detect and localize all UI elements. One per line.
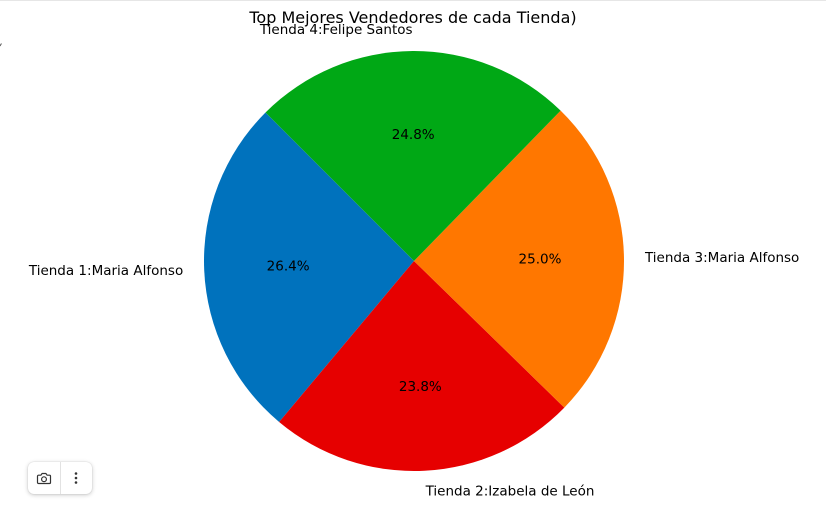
screenshot-button[interactable]	[28, 462, 60, 494]
slice-category-label: Tienda 4:Felipe Santos	[259, 22, 413, 38]
pie-slice	[414, 110, 624, 408]
camera-icon	[36, 472, 51, 485]
chart-title: Top Mejores Vendedores de cada Tienda)	[248, 8, 576, 27]
slice-percent-label: 23.8%	[399, 379, 442, 395]
slice-category-label: Tienda 1:Maria Alfonso	[28, 263, 183, 279]
top-divider	[0, 0, 826, 1]
more-vertical-icon	[74, 472, 78, 484]
percent-labels: 26.4% 23.8% 25.0% 24.8%	[267, 127, 562, 395]
pie-slice	[203, 112, 414, 422]
pie-slice	[279, 261, 565, 472]
category-labels: Tienda 1:Maria Alfonso Tienda 2:Izabela d…	[28, 22, 799, 500]
pie-slices	[203, 51, 624, 472]
slice-category-label: Tienda 3:Maria Alfonso	[644, 250, 799, 266]
slice-percent-label: 24.8%	[392, 127, 435, 143]
more-options-button[interactable]	[60, 462, 92, 494]
plot-toolbar	[28, 462, 92, 494]
slice-percent-label: 25.0%	[519, 251, 562, 267]
toolbar-separator	[59, 462, 61, 494]
slice-category-label: Tienda 2:Izabela de León	[425, 484, 595, 500]
pie-slice	[265, 51, 561, 262]
slice-percent-label: 26.4%	[267, 259, 310, 275]
